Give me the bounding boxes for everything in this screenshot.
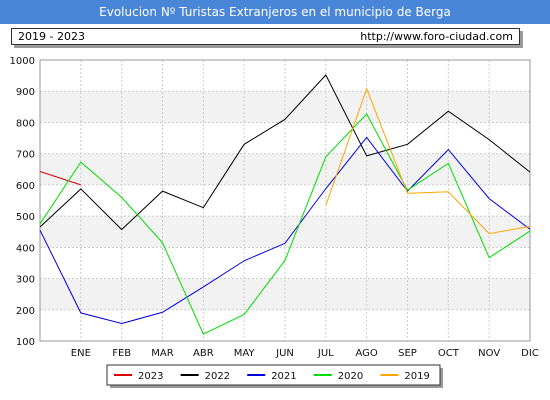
y-tick-label: 1000	[10, 56, 35, 67]
x-tick-label: JUN	[275, 348, 294, 359]
x-tick-label: SEP	[398, 348, 417, 359]
x-tick-label: OCT	[438, 348, 460, 359]
legend-label-2020: 2020	[338, 371, 363, 382]
x-tick-label: DIC	[521, 348, 539, 359]
series-line-2021	[39, 136, 531, 325]
series-line-2022	[39, 74, 531, 231]
legend-box	[106, 364, 441, 386]
y-tick-label: 300	[16, 275, 35, 286]
y-tick-label: 700	[16, 150, 35, 161]
plot-frame	[39, 59, 531, 342]
series-line-2023	[39, 170, 81, 186]
x-tick-label: FEB	[112, 348, 131, 359]
x-tick-label: MAR	[151, 348, 173, 359]
y-tick-labels: 100 200 300 400 500 600 700 800 900 1000	[10, 56, 35, 348]
y-tick-label: 800	[16, 118, 35, 129]
x-tick-label: NOV	[478, 348, 500, 359]
source-url: http://www.foro-ciudad.com	[360, 30, 513, 43]
y-tick-label: 500	[16, 212, 35, 223]
period-label: 2019 - 2023	[18, 30, 85, 43]
y-tick-label: 900	[16, 87, 35, 98]
x-tick-label: AGO	[356, 348, 378, 359]
legend: 2023 2022 2021 2020 2019	[106, 364, 443, 388]
legend-label-2022: 2022	[205, 371, 230, 382]
series-line-2020	[39, 113, 531, 335]
legend-label-2019: 2019	[404, 371, 429, 382]
legend-label-2021: 2021	[271, 371, 296, 382]
series-lines	[39, 74, 531, 335]
y-tick-label: 100	[16, 337, 35, 348]
chart-title: Evolucion Nº Turistas Extranjeros en el …	[0, 0, 550, 24]
y-tick-label: 400	[16, 243, 35, 254]
legend-label-2023: 2023	[138, 371, 163, 382]
series-line-2019	[325, 87, 531, 235]
info-box: 2019 - 2023 http://www.foro-ciudad.com	[11, 28, 520, 45]
y-tick-label: 600	[16, 181, 35, 192]
y-tick-label: 200	[16, 306, 35, 317]
x-tick-label: ABR	[193, 348, 214, 359]
x-tick-labels: ENE FEB MAR ABR MAY JUN JUL AGO SEP OCT NOV DIC	[71, 348, 539, 359]
x-tick-label: ENE	[71, 348, 91, 359]
x-tick-label: MAY	[234, 348, 256, 359]
x-tick-label: JUL	[317, 348, 334, 359]
